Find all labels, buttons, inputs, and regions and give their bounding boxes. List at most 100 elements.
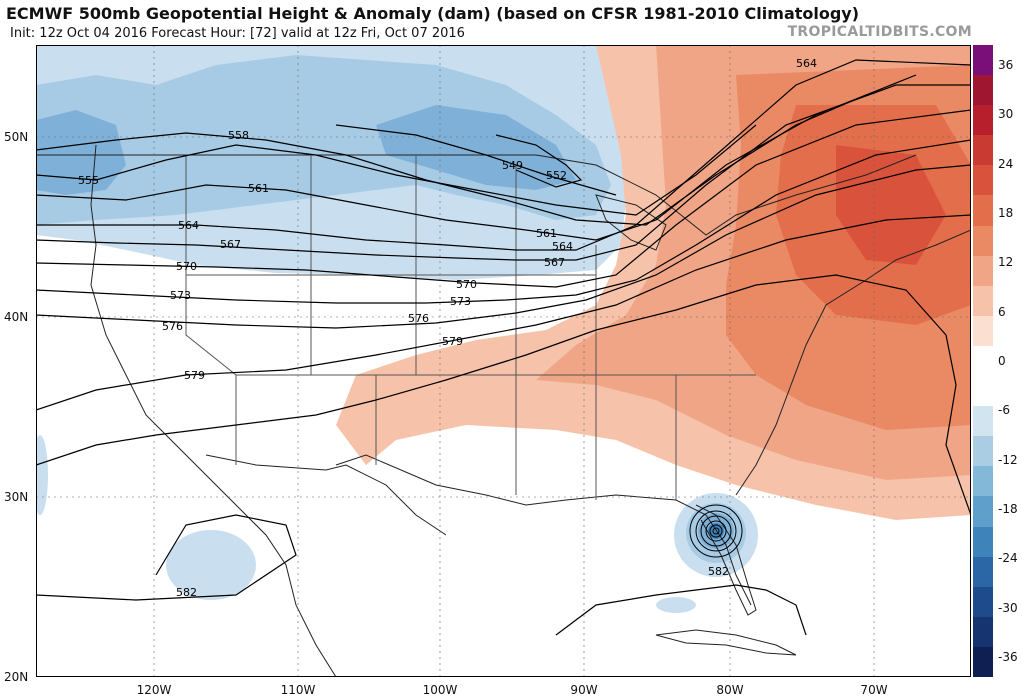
colorbar-segment — [973, 225, 993, 256]
credit-text: TROPICALTIDBITS.COM — [787, 24, 972, 40]
colorbar-segment — [973, 315, 993, 346]
lat-label-40n: 40N — [4, 310, 29, 324]
hurricane-contours — [689, 504, 743, 558]
colorbar-segment — [973, 75, 993, 106]
contour-582-south — [36, 514, 297, 601]
weather-map[interactable]: 555 558 561 564 567 570 573 576 579 549 … — [36, 45, 971, 677]
contour-label-570-west: 570 — [176, 260, 197, 273]
contour-552 — [335, 124, 617, 196]
contour-579 — [36, 214, 971, 411]
contour-label-579-east: 579 — [442, 335, 463, 348]
colorbar-tick-label: -24 — [998, 551, 1018, 566]
contour-label-561-east: 561 — [536, 227, 557, 240]
colorbar-segment — [973, 616, 993, 647]
contour-label-570-east: 570 — [456, 278, 477, 291]
contour-label-564-northeast: 564 — [796, 57, 817, 70]
colorbar-tick-label: 24 — [998, 156, 1014, 171]
contour-label-567-west: 567 — [220, 238, 241, 251]
map-frame — [36, 45, 971, 677]
colorbar-segment — [973, 376, 993, 407]
colorbar-tick-label: -30 — [998, 600, 1018, 615]
contour-label-555: 555 — [78, 174, 99, 187]
contour-570 — [36, 109, 971, 288]
colorbar-segment — [973, 195, 993, 226]
lat-label-30n: 30N — [4, 490, 29, 504]
contour-label-573-west: 573 — [170, 289, 191, 302]
colorbar-segment — [973, 105, 993, 136]
map-canvas: 555 558 561 564 567 570 573 576 579 549 … — [36, 45, 971, 677]
colorbar-tick-label: -6 — [998, 403, 1010, 418]
colorbar-tick-label: 36 — [998, 58, 1014, 72]
colorbar-segment — [973, 556, 993, 587]
mexico-border — [205, 454, 447, 536]
colorbar-tick-label: -36 — [998, 650, 1018, 664]
colorbar-tick-label: 0 — [998, 354, 1006, 368]
lat-label-50n: 50N — [4, 130, 29, 144]
lon-label-120w: 120W — [136, 683, 172, 697]
colorbar-tick-label: -18 — [998, 502, 1018, 516]
positive-anomaly-peak — [836, 145, 946, 265]
colorbar-tick-label: -12 — [998, 452, 1018, 467]
colorbar-tick-label: 18 — [998, 206, 1014, 220]
lon-label-80w: 80W — [716, 683, 744, 697]
negative-anomaly-center-west — [36, 110, 126, 195]
lon-label-70w: 70W — [860, 683, 888, 697]
colorbar-segment — [973, 646, 993, 677]
colorbar-segment — [973, 255, 993, 286]
colorbar-segment — [973, 406, 993, 437]
colorbar-segment — [973, 586, 993, 617]
contour-label-552: 552 — [546, 169, 567, 182]
colorbar-segment — [973, 285, 993, 316]
contour-label-582-hurricane: 582 — [708, 565, 729, 578]
contour-label-567-east: 567 — [544, 256, 565, 269]
contour-564 — [36, 59, 971, 251]
lon-label-90w: 90W — [570, 683, 598, 697]
contour-561 — [36, 74, 917, 241]
florida — [695, 504, 757, 616]
contour-576 — [36, 164, 971, 329]
contour-label-579-west: 579 — [184, 369, 205, 382]
colorbar-segment — [973, 345, 993, 377]
contour-label-561: 561 — [248, 182, 269, 195]
contour-582-gulf — [555, 584, 807, 636]
us-west-coast — [90, 144, 337, 677]
map-subtitle: Init: 12z Oct 04 2016 Forecast Hour: [72… — [10, 26, 465, 41]
contour-label-549: 549 — [502, 159, 523, 172]
contour-573 — [36, 139, 971, 304]
contour-label-564-east: 564 — [552, 240, 573, 253]
negative-anomaly-core — [36, 55, 611, 225]
contour-label-564-west: 564 — [178, 219, 199, 232]
colorbar-segment — [973, 436, 993, 467]
colorbar-segment — [973, 466, 993, 497]
colorbar-segment — [973, 165, 993, 196]
lat-label-20n: 20N — [4, 670, 29, 684]
cuba-anomaly — [656, 597, 696, 613]
colorbar-segment — [973, 526, 993, 557]
contour-label-582-baja: 582 — [176, 586, 197, 599]
pacific-anomaly — [36, 435, 48, 515]
contour-549 — [495, 134, 583, 188]
lon-label-100w: 100W — [422, 683, 458, 697]
contour-label-576-east: 576 — [408, 312, 429, 325]
contour-558 — [36, 94, 867, 226]
colorbar-tick-label: 12 — [998, 255, 1014, 270]
contour-582-north — [36, 274, 971, 516]
colorbar-tick-label: 30 — [998, 107, 1014, 122]
height-contours — [36, 59, 971, 636]
contour-555 — [36, 124, 757, 216]
contour-label-576-west: 576 — [162, 320, 183, 333]
colorbar — [973, 45, 993, 677]
map-title: ECMWF 500mb Geopotential Height & Anomal… — [6, 4, 860, 23]
cuba — [655, 629, 797, 656]
gulf-coast — [335, 454, 752, 606]
lon-label-110w: 110W — [280, 683, 316, 697]
contour-label-573-east: 573 — [450, 295, 471, 308]
colorbar-segment — [973, 135, 993, 166]
contour-567 — [36, 84, 971, 261]
contour-label-558: 558 — [228, 129, 249, 142]
us-east-coast — [735, 229, 971, 496]
baja-anomaly — [166, 530, 256, 600]
colorbar-tick-label: 6 — [998, 304, 1006, 319]
colorbar-segment — [973, 45, 993, 76]
great-lakes — [595, 194, 667, 251]
